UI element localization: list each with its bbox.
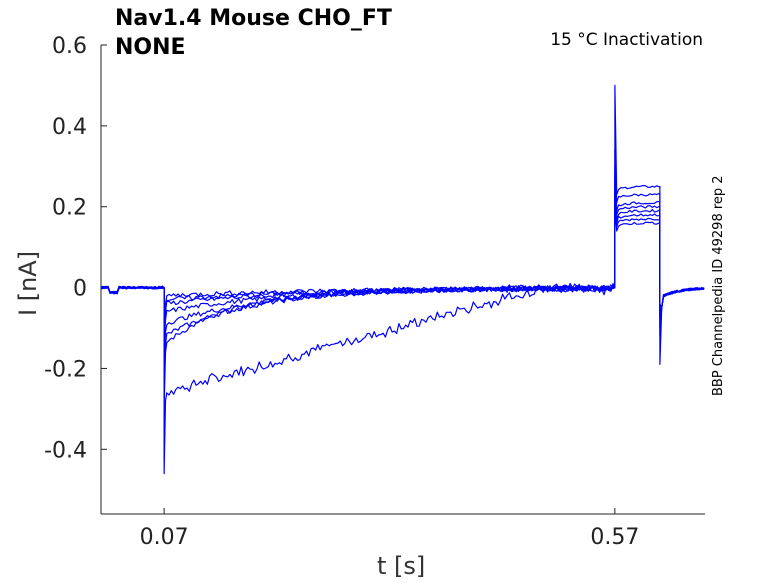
x-tick-label: 0.57 xyxy=(590,525,639,550)
current-trace xyxy=(100,165,705,378)
current-trace xyxy=(100,149,705,410)
current-trace xyxy=(100,198,705,329)
x-axis-label: t [s] xyxy=(377,552,426,580)
current-trace xyxy=(101,206,705,321)
current-trace xyxy=(101,173,705,361)
y-tick-label: 0 xyxy=(73,277,87,302)
current-trace xyxy=(100,84,705,475)
condition-annotation: 15 °C Inactivation xyxy=(550,30,703,50)
chart-subtitle: NONE xyxy=(115,35,186,60)
y-tick-label: 0.2 xyxy=(52,196,87,221)
y-tick-label: -0.2 xyxy=(44,357,87,382)
chart-title: Nav1.4 Mouse CHO_FT xyxy=(115,6,392,31)
y-tick-label: -0.4 xyxy=(44,438,87,463)
current-trace xyxy=(100,190,705,337)
y-tick-label: 0.4 xyxy=(52,115,87,140)
x-tick-label: 0.07 xyxy=(140,525,189,550)
y-tick-label: 0.6 xyxy=(52,34,87,59)
